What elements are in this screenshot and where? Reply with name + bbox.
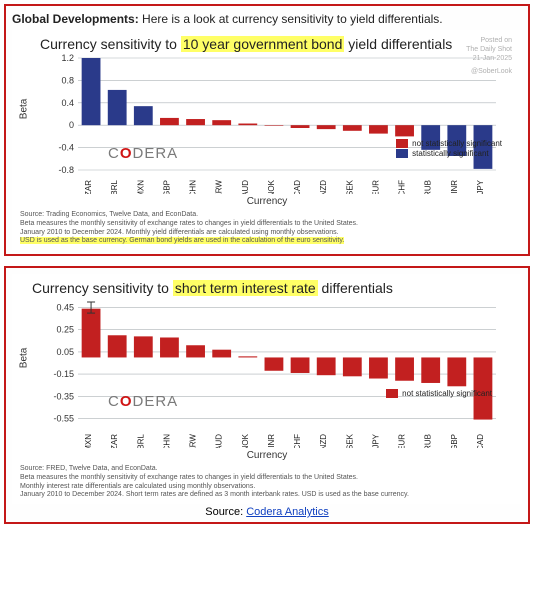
foot2-l2: Beta measures the monthly sensitivity of… bbox=[20, 474, 514, 483]
svg-text:1.2: 1.2 bbox=[61, 54, 74, 63]
chart2-svg: -0.55 -0.35 -0.15 0.05 0.25 0.45 MXN ZAR BRL CHN K… bbox=[50, 298, 500, 448]
chart1-xlabel: Currency bbox=[20, 196, 514, 207]
foot1-hl: USD is used as the base currency. German… bbox=[20, 237, 344, 244]
chart1-svg: -0.8 -0.4 0 0.4 0.8 1.2 ZAR BRL MXN GBP CHN KRW AUD N… bbox=[50, 54, 500, 194]
svg-text:GBP: GBP bbox=[450, 434, 459, 448]
svg-text:KRW: KRW bbox=[215, 180, 224, 194]
svg-text:AUD: AUD bbox=[241, 180, 250, 194]
svg-text:0.8: 0.8 bbox=[61, 75, 74, 85]
svg-text:CHN: CHN bbox=[189, 180, 198, 194]
svg-text:NZD: NZD bbox=[319, 180, 328, 194]
chart2-xlabel: Currency bbox=[20, 450, 514, 461]
svg-text:-0.8: -0.8 bbox=[58, 165, 74, 175]
svg-text:0.25: 0.25 bbox=[56, 325, 74, 335]
foot2-l1: Source: FRED, Twelve Data, and EconData. bbox=[20, 465, 514, 474]
chart1-title: Currency sensitivity to 10 year governme… bbox=[40, 36, 514, 52]
header-line: Global Developments: Here is a look at c… bbox=[12, 12, 522, 26]
chart1-title-post: yield differentials bbox=[344, 36, 452, 52]
svg-text:CHF: CHF bbox=[293, 434, 302, 448]
svg-text:0.05: 0.05 bbox=[56, 347, 74, 357]
chart2-title-post: differentials bbox=[318, 280, 393, 296]
chart2-plot-wrap: Beta -0.55-0.35-0.150.050.250.45MXNZARBR… bbox=[50, 298, 510, 448]
attrib-posted: Posted on bbox=[466, 36, 512, 45]
attrib-site: The Daily Shot bbox=[466, 45, 512, 54]
chart1-title-highlight: 10 year government bond bbox=[181, 36, 345, 52]
svg-text:AUD: AUD bbox=[215, 434, 224, 448]
panel-1: Global Developments: Here is a look at c… bbox=[4, 4, 530, 256]
svg-text:-0.15: -0.15 bbox=[53, 369, 74, 379]
foot1-l2: Beta measures the monthly sensitivity of… bbox=[20, 220, 514, 229]
svg-text:RUB: RUB bbox=[424, 434, 433, 448]
svg-text:JPY: JPY bbox=[371, 433, 380, 448]
chart2-footnote: Source: FRED, Twelve Data, and EconData.… bbox=[20, 465, 514, 500]
chart2-title-highlight: short term interest rate bbox=[173, 280, 318, 296]
chart2-title: Currency sensitivity to short term inter… bbox=[32, 280, 514, 296]
svg-text:CHF: CHF bbox=[398, 180, 407, 194]
svg-text:MXN: MXN bbox=[136, 180, 145, 194]
chart2-legend: not statistically significant bbox=[386, 389, 492, 399]
svg-text:NOK: NOK bbox=[267, 179, 276, 194]
source-line: Source: Codera Analytics bbox=[12, 506, 522, 518]
header-bold: Global Developments: bbox=[12, 12, 139, 26]
svg-text:KRW: KRW bbox=[189, 434, 198, 448]
source-label: Source: bbox=[205, 506, 246, 518]
chart1-plot-wrap: Beta -0.8-0.400.40.81.2ZARBRLMXNGBPCHNKR… bbox=[50, 54, 510, 194]
header-rest: Here is a look at currency sensitivity t… bbox=[139, 12, 443, 26]
svg-text:NZD: NZD bbox=[319, 434, 328, 448]
foot1-l1: Source: Trading Economics, Twelve Data, … bbox=[20, 211, 514, 220]
panel-2: Currency sensitivity to short term inter… bbox=[4, 266, 530, 524]
svg-text:SEK: SEK bbox=[345, 433, 354, 448]
svg-text:SEK: SEK bbox=[345, 179, 354, 194]
chart1-title-pre: Currency sensitivity to bbox=[40, 36, 181, 52]
svg-text:CAD: CAD bbox=[476, 434, 485, 448]
svg-text:ZAR: ZAR bbox=[110, 434, 119, 448]
svg-text:EUR: EUR bbox=[398, 434, 407, 448]
svg-text:0: 0 bbox=[69, 120, 74, 130]
svg-text:BRL: BRL bbox=[110, 179, 119, 194]
chart2-ylabel: Beta bbox=[19, 348, 30, 369]
svg-text:0.45: 0.45 bbox=[56, 303, 74, 313]
svg-text:-0.35: -0.35 bbox=[53, 391, 74, 401]
chart2-title-pre: Currency sensitivity to bbox=[32, 280, 173, 296]
svg-text:CHN: CHN bbox=[162, 434, 171, 448]
svg-text:INR: INR bbox=[450, 180, 459, 194]
foot2-l3: Monthly interest rate differentials are … bbox=[20, 483, 514, 492]
foot1-l3: January 2010 to December 2024. Monthly y… bbox=[20, 229, 514, 238]
svg-text:-0.55: -0.55 bbox=[53, 413, 74, 423]
foot2-l4: January 2010 to December 2024. Short ter… bbox=[20, 491, 514, 500]
svg-text:BRL: BRL bbox=[136, 433, 145, 448]
chart1-card: Posted on The Daily Shot 21-Jan-2025 @So… bbox=[12, 30, 522, 250]
chart1-ylabel: Beta bbox=[19, 99, 30, 120]
svg-text:RUB: RUB bbox=[424, 180, 433, 194]
svg-text:NOK: NOK bbox=[241, 433, 250, 448]
svg-text:0.4: 0.4 bbox=[61, 98, 74, 108]
svg-text:INR: INR bbox=[267, 434, 276, 448]
chart1-footnote: Source: Trading Economics, Twelve Data, … bbox=[20, 211, 514, 246]
chart2-card: Currency sensitivity to short term inter… bbox=[12, 274, 522, 504]
svg-text:ZAR: ZAR bbox=[84, 180, 93, 194]
svg-text:CAD: CAD bbox=[293, 180, 302, 194]
svg-text:MXN: MXN bbox=[84, 434, 93, 448]
svg-text:EUR: EUR bbox=[371, 180, 380, 194]
chart1-legend: not statistically significantstatistical… bbox=[396, 139, 502, 159]
svg-text:JPY: JPY bbox=[476, 179, 485, 194]
svg-text:GBP: GBP bbox=[162, 180, 171, 194]
source-link[interactable]: Codera Analytics bbox=[246, 506, 329, 518]
svg-text:-0.4: -0.4 bbox=[58, 143, 74, 153]
